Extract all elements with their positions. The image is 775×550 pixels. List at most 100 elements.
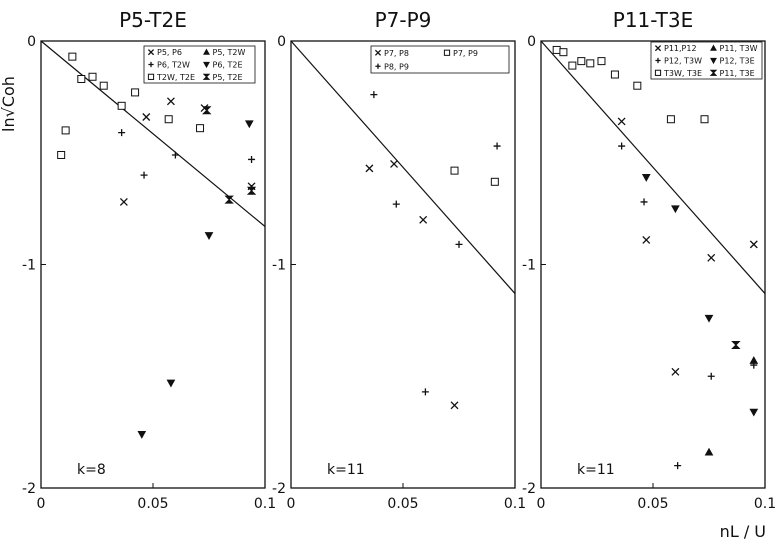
- legend-box: [370, 45, 510, 74]
- y-tick-label: -1: [22, 258, 36, 274]
- k-label: k=11: [577, 462, 615, 478]
- panel-2: P7-P9 0 0.05 0.1 0 -1 -2 k=11 P7, P8 P7, P9 P8, P9: [272, 8, 526, 512]
- legend-marker: [374, 49, 382, 56]
- data-point-s3-10: [700, 115, 709, 124]
- legend-label: P5, T2W: [213, 48, 246, 57]
- data-point-s1-2: [390, 159, 398, 168]
- data-point-s5-1: [137, 431, 147, 439]
- legend-marker: [710, 57, 717, 65]
- k-label: k=11: [327, 462, 365, 478]
- data-point-s2-3: [674, 462, 682, 470]
- data-point-s3-5: [493, 142, 501, 150]
- data-point-s3-7: [117, 101, 126, 110]
- y-tick-label: -2: [522, 481, 536, 497]
- data-point-s5-3: [704, 314, 714, 323]
- panel-3: P11-T3E 0 0.05 0.1 0 -1 -2 k=11 P11,P12 P12, T3W T…: [522, 8, 775, 512]
- data-point-s5-1: [641, 174, 651, 182]
- reference-line: [290, 40, 516, 294]
- data-point-s4-2: [749, 356, 759, 364]
- legend-label: P12, T3W: [664, 57, 702, 66]
- data-point-s1-2: [142, 113, 151, 121]
- data-point-s3-4: [455, 240, 463, 248]
- legend-label: T3W, T3E: [663, 69, 702, 78]
- data-point-s5-2: [671, 205, 680, 214]
- legend: P11,P12 P12, T3W T3W, T3E P11, T3W P12, T3E P…: [650, 41, 763, 80]
- data-point-s3-8: [633, 81, 642, 90]
- data-point-s2-4: [707, 372, 715, 380]
- data-point-s3-2: [61, 126, 70, 135]
- y-tick-label: -1: [522, 258, 536, 274]
- legend-label: P6, T2E: [213, 61, 243, 70]
- data-point-s3-4: [77, 74, 86, 83]
- data-point-s3-3: [568, 61, 577, 70]
- data-point-s5-4: [244, 120, 254, 129]
- data-point-s3-1: [552, 45, 561, 54]
- legend: P5, P6 P6, T2W T2W, T2E P5, T2W P6, T2E P5, T…: [143, 45, 256, 84]
- legend-label: P7, P8: [384, 49, 409, 58]
- data-point-s1-4: [450, 401, 459, 410]
- data-point-s2-2: [640, 198, 648, 206]
- reference-line: [540, 40, 766, 294]
- data-point-s3-1: [370, 91, 378, 99]
- data-point-s3-9: [164, 115, 173, 124]
- data-point-s1-1: [365, 164, 374, 173]
- legend-label: P12, T3E: [720, 57, 755, 66]
- data-point-s3-3: [421, 388, 429, 396]
- panel-title: P7-P9: [375, 8, 432, 32]
- x-tick-label: 0.05: [637, 496, 668, 512]
- data-point-s1-1: [119, 197, 128, 206]
- k-label: k=8: [77, 462, 106, 478]
- data-point-s1-3: [671, 367, 680, 376]
- data-point-s3-6: [99, 81, 108, 90]
- x-axis-label: nL / U: [720, 522, 766, 541]
- legend-label: P8, P9: [384, 62, 409, 71]
- data-point-s4-1: [704, 447, 714, 456]
- data-point-s3-8: [131, 88, 140, 97]
- data-point-s6-1: [731, 340, 741, 349]
- data-point-s3-9: [666, 115, 675, 124]
- data-point-s5-2: [166, 379, 176, 388]
- legend-label: P6, T2W: [157, 61, 190, 70]
- legend-label: P11, T3W: [720, 44, 758, 53]
- data-point-s2-1: [450, 166, 459, 175]
- data-point-s2-1: [618, 142, 626, 150]
- data-point-s1-1: [617, 117, 626, 126]
- legend-marker: [654, 69, 662, 76]
- plot-frame: [40, 40, 266, 489]
- y-tick-label: -2: [22, 481, 36, 497]
- legend-label: P7, P9: [453, 49, 478, 58]
- y-tick-label: 0: [27, 34, 36, 50]
- x-tick-label: 0: [287, 496, 296, 512]
- data-point-s1-3: [166, 97, 175, 106]
- data-point-s2-2: [490, 177, 499, 186]
- data-point-s6-3: [246, 186, 257, 195]
- data-point-s3-5: [586, 59, 595, 68]
- data-point-s3-2: [392, 200, 400, 208]
- panel-title: P11-T3E: [613, 8, 693, 32]
- legend-marker: [709, 69, 718, 76]
- legend-box: [650, 41, 763, 80]
- legend-marker: [654, 45, 662, 52]
- data-point-s6-2: [224, 195, 234, 204]
- data-point-s1-5: [749, 240, 758, 249]
- legend: P7, P8 P7, P9 P8, P9: [370, 45, 510, 74]
- y-tick-label: -1: [272, 258, 286, 274]
- data-point-s3-2: [559, 48, 568, 57]
- data-point-s2-4: [248, 155, 256, 163]
- legend-marker: [655, 57, 661, 64]
- legend-marker: [148, 61, 154, 68]
- data-point-s1-3: [419, 215, 428, 224]
- data-point-s3-5: [88, 72, 97, 81]
- data-point-s3-10: [196, 124, 205, 133]
- data-point-s1-4: [707, 253, 716, 262]
- legend-label: P11, T3E: [720, 69, 755, 78]
- x-tick-label: 0.1: [254, 496, 276, 512]
- data-point-s3-1: [57, 150, 66, 159]
- y-tick-label: 0: [527, 34, 536, 50]
- data-point-s3-3: [68, 52, 77, 61]
- legend-marker: [710, 44, 717, 51]
- legend-label: P11,P12: [664, 44, 697, 53]
- y-tick-label: 0: [277, 34, 286, 50]
- data-point-s5-4: [749, 408, 759, 417]
